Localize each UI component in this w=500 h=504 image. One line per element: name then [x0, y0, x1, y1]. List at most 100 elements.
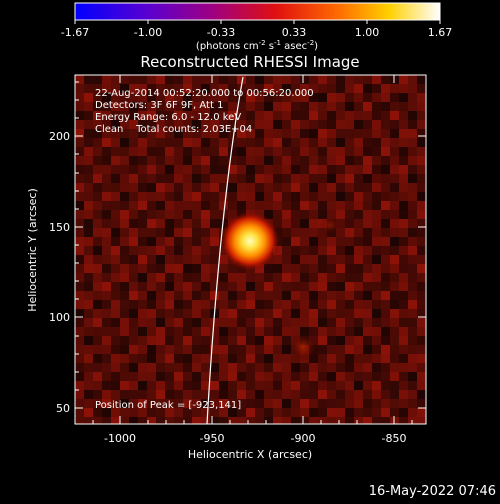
image-pixel: [282, 264, 291, 273]
image-pixel: [120, 399, 129, 408]
image-pixel: [192, 228, 201, 237]
image-pixel: [390, 354, 399, 363]
image-pixel: [201, 246, 210, 255]
image-pixel: [327, 201, 336, 210]
image-pixel: [138, 120, 147, 129]
image-pixel: [381, 201, 390, 210]
x-tick-label: -950: [200, 432, 225, 445]
image-pixel: [363, 300, 372, 309]
image-pixel: [363, 282, 372, 291]
image-pixel: [201, 201, 210, 210]
image-pixel: [228, 165, 237, 174]
image-pixel: [138, 318, 147, 327]
image-pixel: [264, 363, 273, 372]
image-pixel: [147, 165, 156, 174]
image-pixel: [399, 129, 408, 138]
image-pixel: [336, 318, 345, 327]
image-pixel: [174, 309, 183, 318]
image-pixel: [147, 408, 156, 417]
image-pixel: [381, 309, 390, 318]
image-pixel: [219, 417, 228, 424]
image-pixel: [345, 165, 354, 174]
image-pixel: [345, 237, 354, 246]
image-pixel: [129, 138, 138, 147]
image-pixel: [93, 246, 102, 255]
image-pixel: [345, 84, 354, 93]
image-pixel: [282, 327, 291, 336]
image-pixel: [291, 192, 300, 201]
image-pixel: [399, 75, 408, 84]
image-pixel: [390, 84, 399, 93]
image-pixel: [201, 147, 210, 156]
image-pixel: [345, 408, 354, 417]
image-pixel: [165, 201, 174, 210]
image-pixel: [237, 291, 246, 300]
image-pixel: [318, 120, 327, 129]
image-pixel: [372, 93, 381, 102]
image-pixel: [111, 219, 120, 228]
image-pixel: [363, 129, 372, 138]
image-pixel: [417, 237, 426, 246]
image-pixel: [174, 219, 183, 228]
image-pixel: [138, 174, 147, 183]
image-pixel: [327, 309, 336, 318]
image-pixel: [75, 192, 84, 201]
image-pixel: [138, 345, 147, 354]
image-pixel: [372, 291, 381, 300]
image-pixel: [417, 390, 426, 399]
image-pixel: [165, 102, 174, 111]
image-pixel: [102, 174, 111, 183]
image-pixel: [417, 147, 426, 156]
image-pixel: [417, 408, 426, 417]
image-pixel: [129, 372, 138, 381]
image-pixel: [273, 273, 282, 282]
image-pixel: [381, 291, 390, 300]
plot-title: Reconstructed RHESSI Image: [140, 53, 359, 71]
image-pixel: [399, 93, 408, 102]
image-pixel: [219, 201, 228, 210]
image-pixel: [291, 246, 300, 255]
image-pixel: [165, 291, 174, 300]
image-pixel: [75, 336, 84, 345]
image-pixel: [291, 363, 300, 372]
image-pixel: [147, 300, 156, 309]
image-pixel: [138, 165, 147, 174]
image-pixel: [147, 363, 156, 372]
image-pixel: [300, 138, 309, 147]
image-pixel: [93, 147, 102, 156]
image-pixel: [246, 192, 255, 201]
image-pixel: [246, 183, 255, 192]
image-pixel: [201, 93, 210, 102]
image-pixel: [327, 363, 336, 372]
image-pixel: [318, 291, 327, 300]
image-pixel: [399, 156, 408, 165]
image-pixel: [282, 219, 291, 228]
image-pixel: [246, 408, 255, 417]
image-pixel: [390, 201, 399, 210]
image-pixel: [138, 156, 147, 165]
image-pixel: [291, 282, 300, 291]
image-pixel: [156, 309, 165, 318]
image-pixel: [408, 147, 417, 156]
image-pixel: [138, 354, 147, 363]
image-pixel: [111, 363, 120, 372]
image-pixel: [363, 255, 372, 264]
image-pixel: [111, 201, 120, 210]
image-pixel: [300, 102, 309, 111]
image-pixel: [93, 381, 102, 390]
image-pixel: [210, 399, 219, 408]
image-pixel: [183, 291, 192, 300]
image-pixel: [282, 147, 291, 156]
image-pixel: [408, 282, 417, 291]
image-pixel: [183, 318, 192, 327]
image-pixel: [147, 228, 156, 237]
image-pixel: [228, 291, 237, 300]
image-pixel: [111, 174, 120, 183]
image-pixel: [408, 291, 417, 300]
image-pixel: [201, 174, 210, 183]
image-pixel: [336, 237, 345, 246]
image-pixel: [327, 399, 336, 408]
image-pixel: [147, 399, 156, 408]
image-pixel: [210, 75, 219, 84]
image-pixel: [381, 138, 390, 147]
